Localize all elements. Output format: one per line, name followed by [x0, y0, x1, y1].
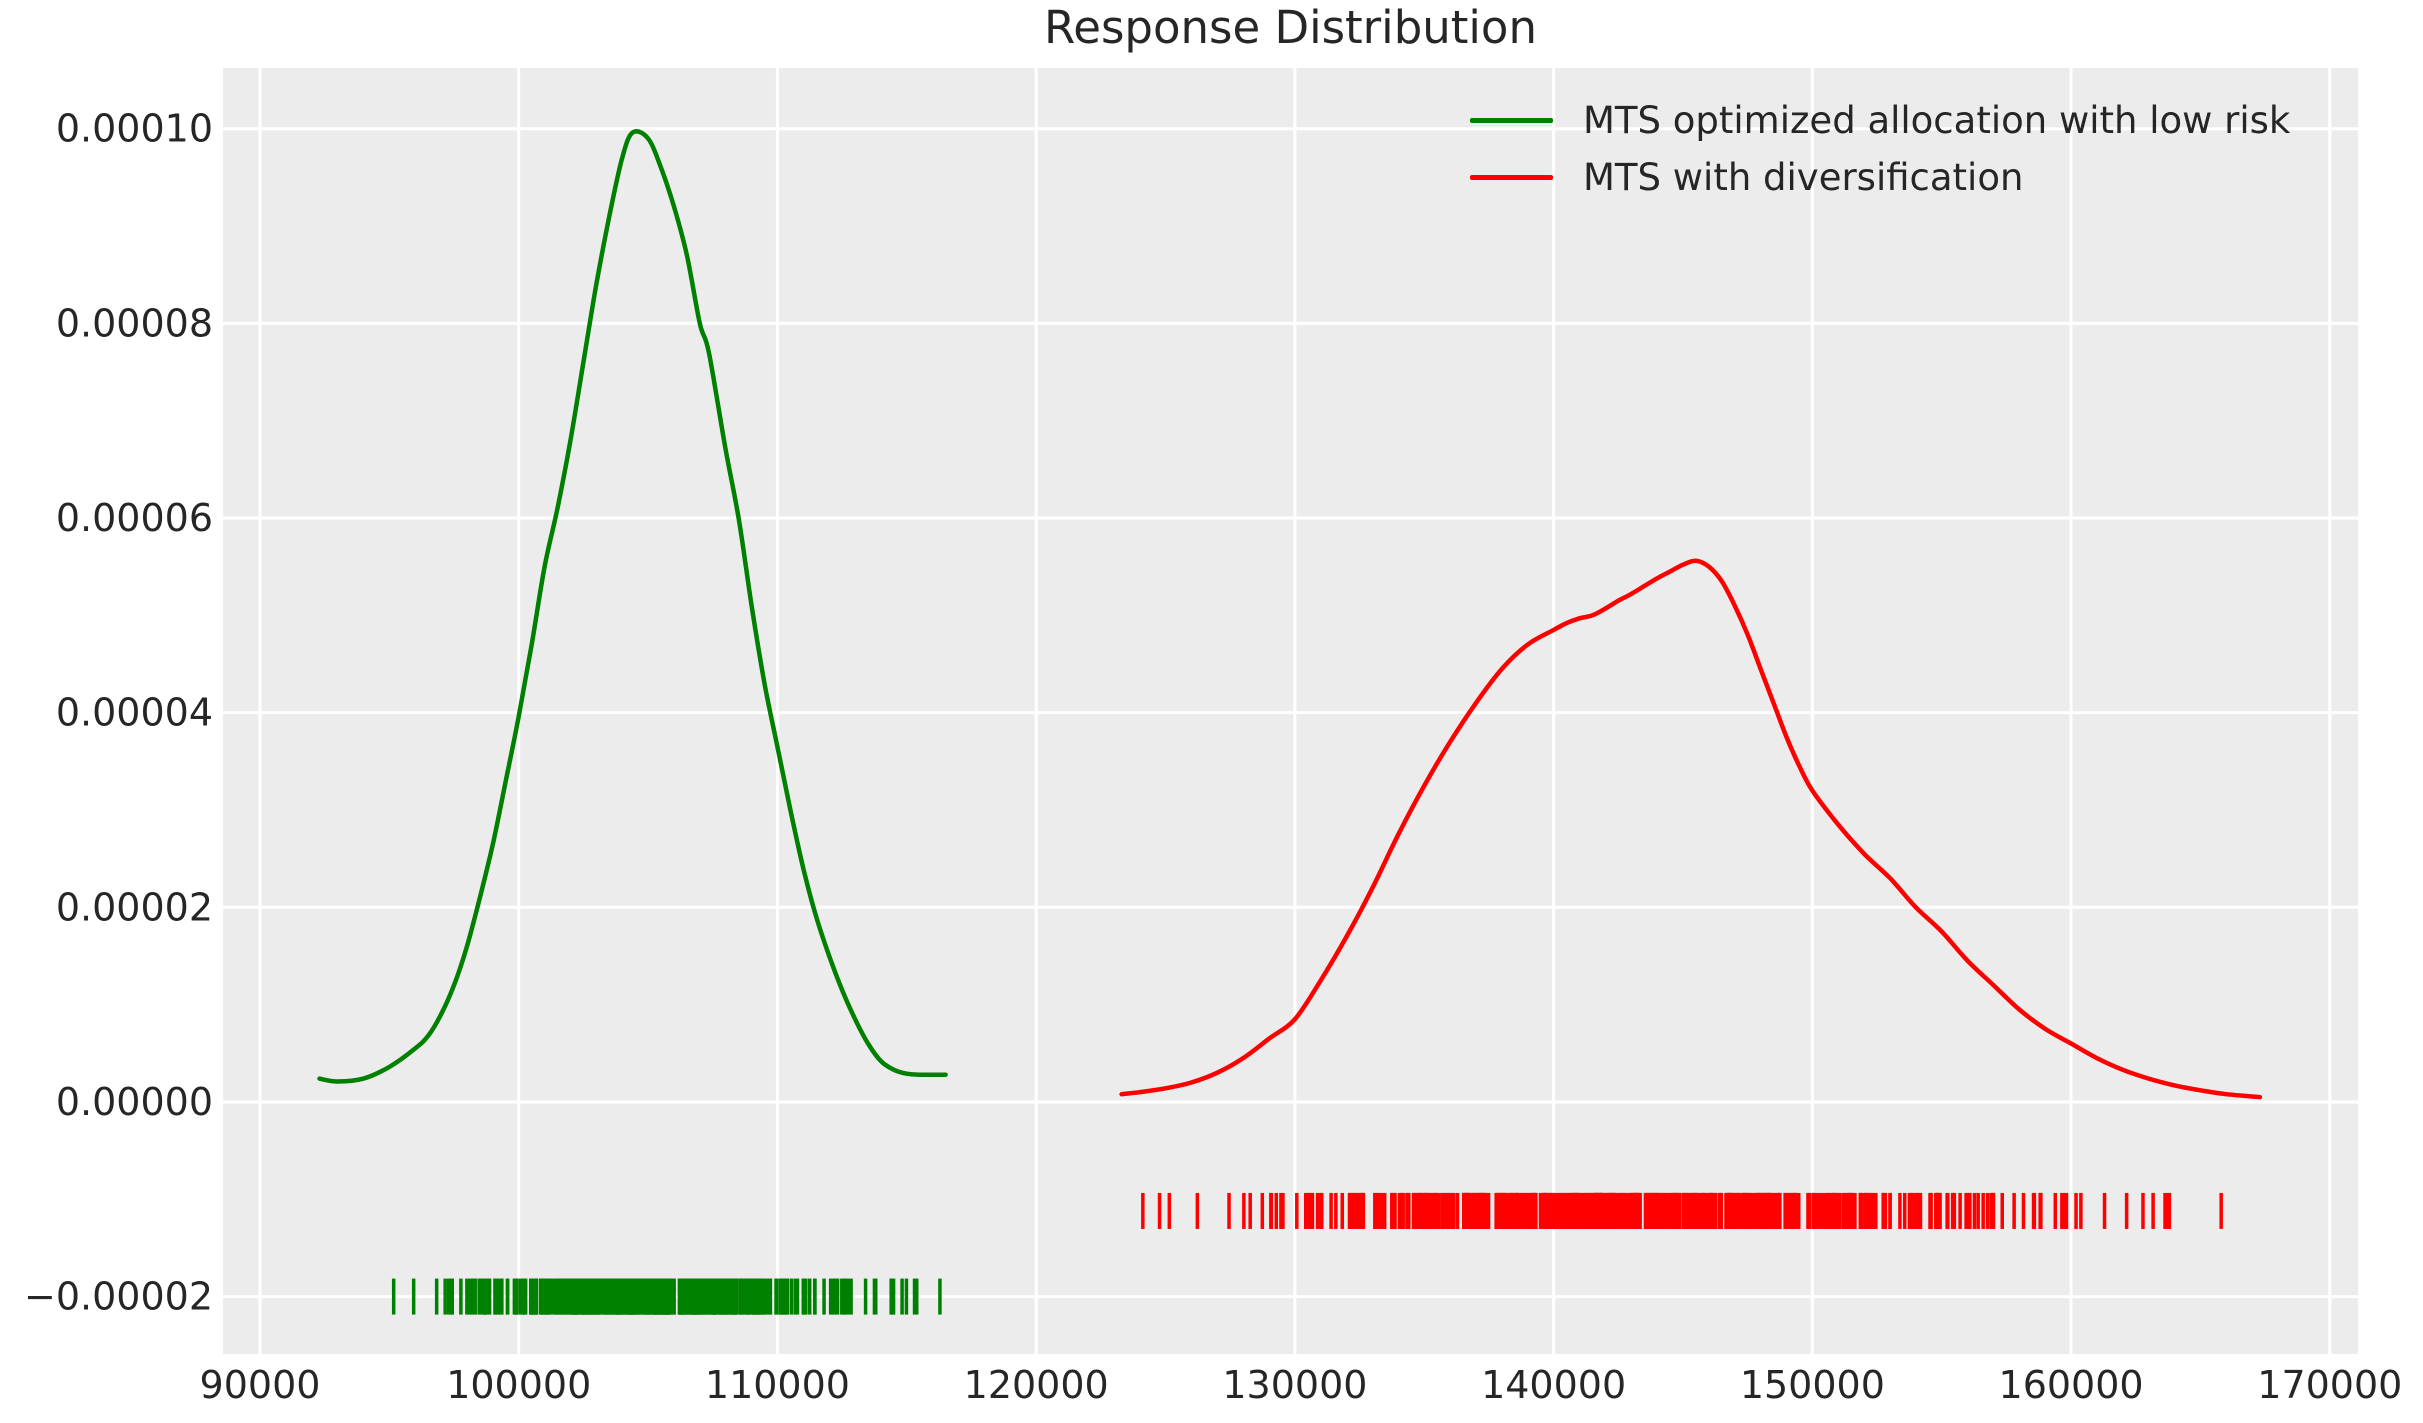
kde-curve-red	[1119, 558, 2263, 1100]
y-tick-label: 0.00006	[56, 496, 213, 540]
y-tick-label: 0.00000	[56, 1080, 213, 1124]
x-tick-label: 130000	[1222, 1363, 1367, 1407]
legend-item-green: MTS optimized allocation with low risk	[1470, 92, 2290, 149]
green-line-swatch	[1470, 118, 1553, 123]
legend: MTS optimized allocation with low risk M…	[1470, 92, 2290, 206]
red-line-swatch	[1470, 175, 1553, 180]
y-tick-label: 0.00002	[56, 885, 213, 929]
x-tick-label: 140000	[1481, 1363, 1626, 1407]
x-tick-label: 160000	[1999, 1363, 2144, 1407]
x-tick-label: 120000	[964, 1363, 1109, 1407]
legend-label-red: MTS with diversification	[1583, 156, 2024, 199]
y-tick-label: 0.00010	[56, 107, 213, 151]
y-tick-label: 0.00008	[56, 301, 213, 345]
kde-curve-green	[317, 129, 948, 1084]
rug-marks	[1141, 1192, 2223, 1229]
plot-area	[223, 68, 2358, 1354]
x-tick-label: 110000	[705, 1363, 850, 1407]
legend-label-green: MTS optimized allocation with low risk	[1583, 99, 2291, 142]
y-tick-label: 0.00004	[56, 691, 213, 735]
x-tick-label: 170000	[2257, 1363, 2402, 1407]
rug-marks	[391, 1278, 942, 1315]
x-tick-label: 100000	[446, 1363, 591, 1407]
x-tick-label: 150000	[1740, 1363, 1885, 1407]
x-tick-label: 90000	[200, 1363, 321, 1407]
y-tick-label: −0.00002	[24, 1275, 213, 1319]
legend-item-red: MTS with diversification	[1470, 149, 2290, 206]
chart-title: Response Distribution	[1044, 1, 1537, 54]
